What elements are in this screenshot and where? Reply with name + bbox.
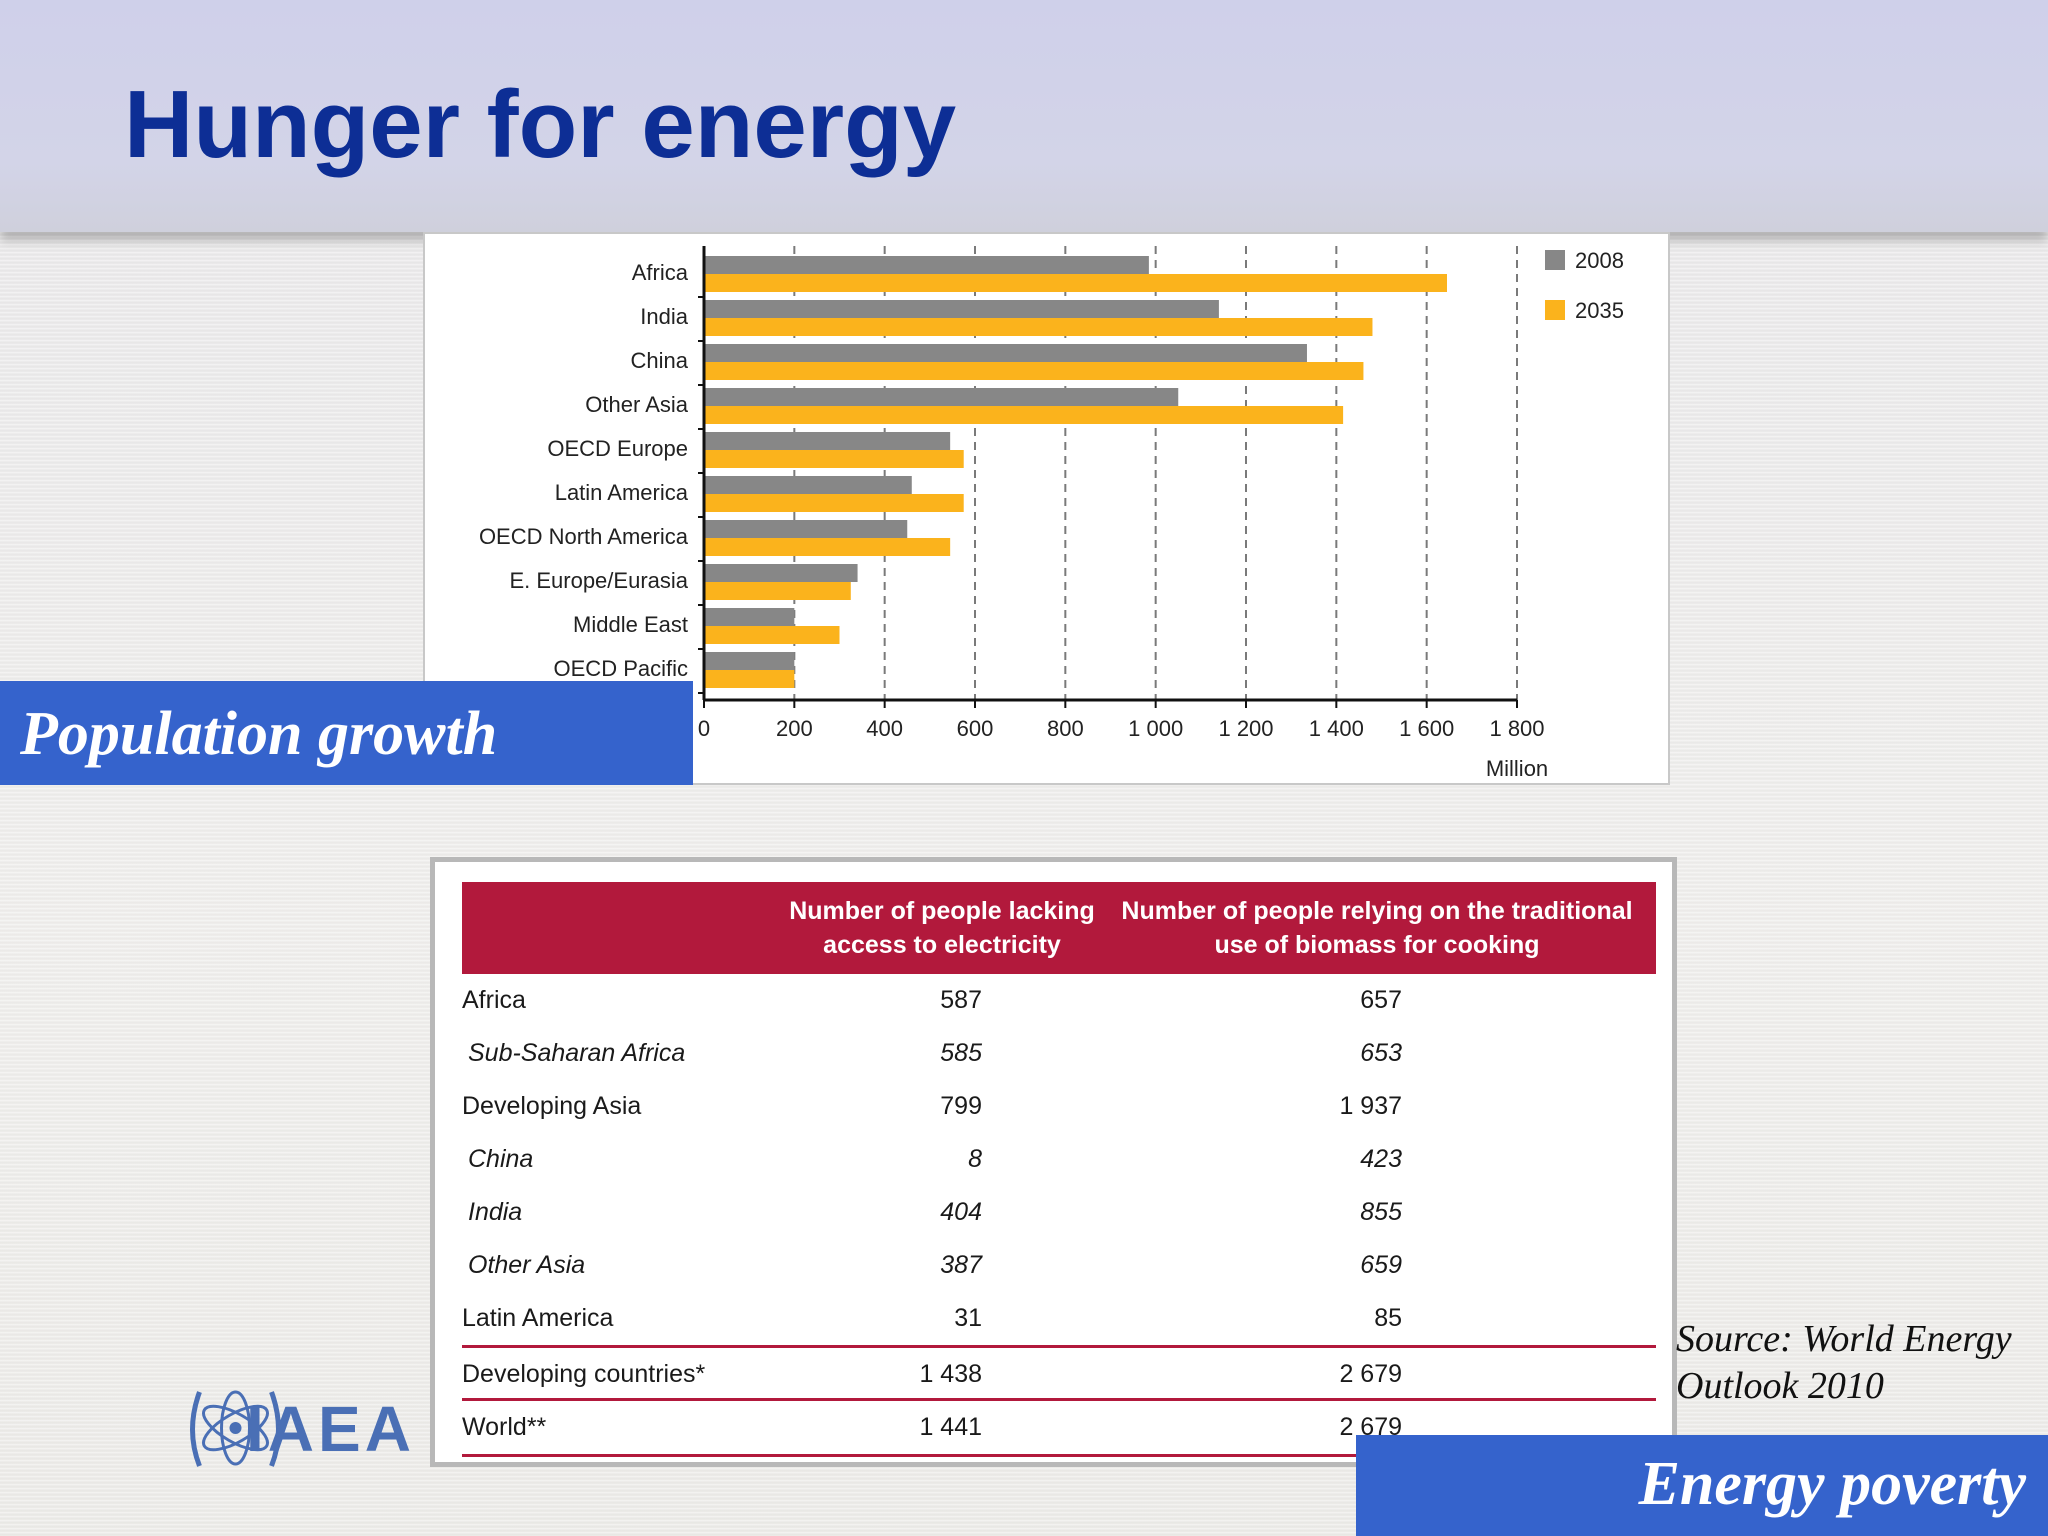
source-line-2: Outlook 2010 xyxy=(1676,1365,1884,1407)
electricity-value: 799 xyxy=(940,1092,982,1120)
x-tick-label: 1 600 xyxy=(1399,716,1454,741)
x-tick-label: 0 xyxy=(698,716,710,741)
bar-2008 xyxy=(704,300,1219,318)
table-row: Latin America 31 85 xyxy=(462,1292,1656,1345)
category-label: Other Asia xyxy=(585,392,688,417)
x-tick-label: 1 000 xyxy=(1128,716,1183,741)
table-header-electricity: Number of people lacking access to elect… xyxy=(782,894,1102,962)
table-header-biomass: Number of people relying on the traditio… xyxy=(1107,894,1647,962)
x-axis-label: Million xyxy=(1486,756,1548,781)
row-label: Other Asia xyxy=(468,1251,586,1279)
header-electricity-line2: access to electricity xyxy=(823,931,1061,959)
electricity-value: 1 441 xyxy=(919,1413,982,1441)
source-citation: Source: World Energy Outlook 2010 xyxy=(1676,1316,2048,1410)
bar-2035 xyxy=(704,362,1364,380)
biomass-value: 2 679 xyxy=(1339,1360,1402,1388)
category-label: China xyxy=(631,348,689,373)
category-label: OECD Pacific xyxy=(554,656,688,681)
table-row: Developing Asia 799 1 937 xyxy=(462,1080,1656,1133)
header-biomass-line1: Number of people relying on the traditio… xyxy=(1121,897,1633,925)
legend-label: 2008 xyxy=(1575,248,1624,273)
electricity-value: 585 xyxy=(940,1039,982,1067)
bar-2035 xyxy=(704,406,1344,424)
biomass-value: 1 937 xyxy=(1339,1092,1402,1120)
category-label: OECD Europe xyxy=(547,436,688,461)
population-bar-chart: Africa India China Other Asia OECD Europe Lat… xyxy=(423,232,1670,785)
biomass-value: 657 xyxy=(1360,986,1402,1014)
header-band xyxy=(0,0,2048,232)
category-label: E. Europe/Eurasia xyxy=(509,568,688,593)
category-label: Middle East xyxy=(573,612,688,637)
electricity-value: 587 xyxy=(940,986,982,1014)
row-label: China xyxy=(468,1145,534,1173)
row-label: World** xyxy=(462,1413,547,1441)
x-tick-label: 200 xyxy=(776,716,813,741)
x-tick-label: 400 xyxy=(866,716,903,741)
slide-title: Hunger for energy xyxy=(124,71,957,178)
row-label: India xyxy=(468,1198,523,1226)
bar-2035 xyxy=(704,538,951,556)
category-label: India xyxy=(640,304,688,329)
biomass-value: 659 xyxy=(1360,1251,1402,1279)
bar-2008 xyxy=(704,520,908,538)
electricity-value: 1 438 xyxy=(919,1360,982,1388)
row-label: Developing Asia xyxy=(462,1092,642,1120)
iaea-logo-text: IAEA xyxy=(246,1393,415,1465)
bar-2008 xyxy=(704,564,858,582)
bar-2035 xyxy=(704,318,1373,336)
population-growth-label: Population growth xyxy=(0,681,693,785)
electricity-value: 404 xyxy=(940,1198,982,1226)
bar-2035 xyxy=(704,670,795,688)
iaea-emblem-icon xyxy=(190,1390,281,1467)
energy-poverty-label: Energy poverty xyxy=(1356,1435,2048,1536)
bar-2008 xyxy=(704,652,795,670)
row-label: Africa xyxy=(462,986,526,1014)
bar-2035 xyxy=(704,582,851,600)
bar-2035 xyxy=(704,450,964,468)
electricity-value: 31 xyxy=(954,1304,982,1332)
biomass-value: 85 xyxy=(1374,1304,1402,1332)
electricity-value: 8 xyxy=(968,1145,982,1173)
energy-poverty-table: Number of people lacking access to elect… xyxy=(430,857,1677,1467)
bar-2035 xyxy=(704,626,840,644)
legend-swatch-2008 xyxy=(1545,250,1565,270)
legend-label: 2035 xyxy=(1575,298,1624,323)
x-tick-label: 1 400 xyxy=(1309,716,1364,741)
row-label: Sub-Saharan Africa xyxy=(468,1039,686,1067)
bar-2008 xyxy=(704,432,951,450)
bar-2008 xyxy=(704,344,1307,362)
x-tick-label: 800 xyxy=(1047,716,1084,741)
bar-2008 xyxy=(704,608,795,626)
legend-swatch-2035 xyxy=(1545,300,1565,320)
table-row: Sub-Saharan Africa 585 653 xyxy=(462,1027,1656,1080)
header-biomass-line2: use of biomass for cooking xyxy=(1214,931,1540,959)
biomass-value: 855 xyxy=(1360,1198,1402,1226)
bar-2008 xyxy=(704,388,1179,406)
x-tick-label: 1 800 xyxy=(1489,716,1544,741)
biomass-value: 423 xyxy=(1360,1145,1402,1173)
table-row-total: Developing countries* 1 438 2 679 xyxy=(462,1345,1656,1401)
x-tick-label: 600 xyxy=(957,716,994,741)
x-tick-label: 1 200 xyxy=(1218,716,1273,741)
category-label: Africa xyxy=(632,260,689,285)
bar-2035 xyxy=(704,494,964,512)
chart-canvas: Africa India China Other Asia OECD Europe Lat… xyxy=(479,246,1624,781)
table-row-total: World** 1 441 2 679 xyxy=(462,1398,1656,1457)
category-label: Latin America xyxy=(555,480,689,505)
row-label: Developing countries* xyxy=(462,1360,706,1388)
bar-2008 xyxy=(704,476,912,494)
table-row: Africa 587 657 xyxy=(462,974,1656,1027)
electricity-value: 387 xyxy=(940,1251,982,1279)
bar-2008 xyxy=(704,256,1149,274)
bar-2035 xyxy=(704,274,1447,292)
biomass-value: 653 xyxy=(1360,1039,1402,1067)
table-row: China 8 423 xyxy=(462,1133,1656,1186)
source-line-1: Source: World Energy xyxy=(1676,1318,2012,1360)
category-label: OECD North America xyxy=(479,524,689,549)
row-label: Latin America xyxy=(462,1304,614,1332)
table-row: Other Asia 387 659 xyxy=(462,1239,1656,1292)
table-row: India 404 855 xyxy=(462,1186,1656,1239)
table-header: Number of people lacking access to elect… xyxy=(462,882,1656,974)
header-electricity-line1: Number of people lacking xyxy=(789,897,1095,925)
